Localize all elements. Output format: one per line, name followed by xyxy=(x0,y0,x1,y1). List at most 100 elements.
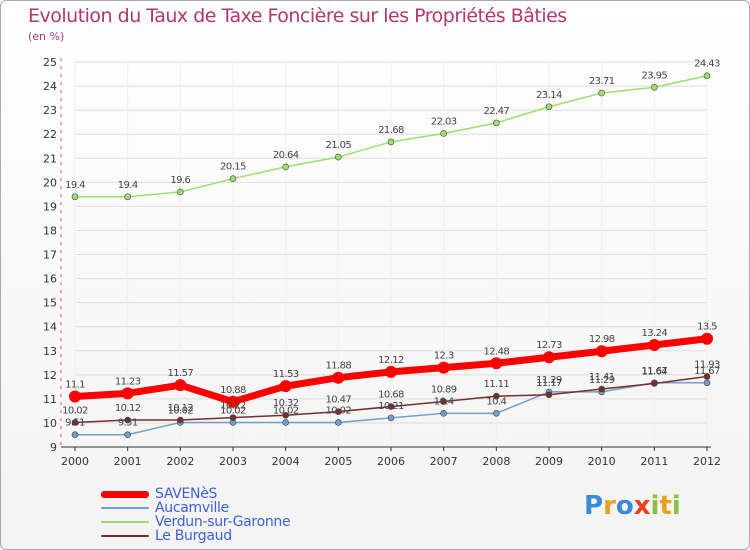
data-label: 12.3 xyxy=(434,351,454,362)
y-tick-label: 24 xyxy=(43,80,57,93)
data-point xyxy=(703,379,711,387)
legend-item-savenes: SAVENèS xyxy=(101,487,290,501)
data-label: 11.93 xyxy=(694,359,720,370)
data-point xyxy=(703,373,711,380)
data-label: 11.11 xyxy=(484,379,510,390)
data-point xyxy=(651,83,658,91)
data-point xyxy=(493,410,500,417)
data-label: 11.29 xyxy=(536,375,562,386)
data-point xyxy=(387,403,395,410)
y-tick-label: 9 xyxy=(50,441,57,454)
data-point xyxy=(124,416,131,424)
data-point xyxy=(648,338,661,351)
data-point xyxy=(282,411,289,419)
data-label: 9.51 xyxy=(65,418,85,429)
data-point xyxy=(545,103,553,111)
data-point xyxy=(121,387,134,400)
proxiti-logo: Proxiti xyxy=(584,491,681,521)
data-label: 10.02 xyxy=(273,405,299,416)
data-point xyxy=(227,395,239,408)
data-point xyxy=(71,193,79,201)
data-label: 11.67 xyxy=(642,366,668,377)
data-point xyxy=(440,398,447,405)
data-label: 13.5 xyxy=(697,322,717,333)
data-point xyxy=(177,188,184,196)
data-point xyxy=(335,408,342,415)
data-point xyxy=(598,385,605,393)
y-tick-label: 20 xyxy=(43,176,57,189)
y-tick-label: 15 xyxy=(43,297,57,310)
data-label: 22.47 xyxy=(484,106,510,117)
y-tick-label: 10 xyxy=(43,417,57,430)
data-point xyxy=(71,431,79,439)
data-point xyxy=(437,361,450,374)
data-label: 22.03 xyxy=(431,116,457,127)
legend-label-le-burgaud: Le Burgaud xyxy=(155,528,232,544)
y-tick-label: 23 xyxy=(43,104,57,117)
data-label: 10.12 xyxy=(168,403,194,414)
data-label: 11.88 xyxy=(326,361,352,372)
data-point xyxy=(493,119,500,127)
data-point xyxy=(335,419,342,426)
data-point xyxy=(598,89,605,97)
data-label: 11.67 xyxy=(694,366,720,377)
logo-letter: t xyxy=(659,491,672,521)
data-label: 23.14 xyxy=(536,90,562,101)
data-label: 23.71 xyxy=(589,76,615,87)
legend-swatch-verdun xyxy=(101,521,149,523)
data-label: 11.1 xyxy=(65,379,85,390)
data-label: 10.02 xyxy=(220,405,246,416)
chart-title: Evolution du Taux de Taxe Foncière sur l… xyxy=(28,5,567,27)
y-tick-label: 13 xyxy=(43,345,57,358)
y-axis-unit: (en %) xyxy=(28,30,65,43)
data-label: 12.12 xyxy=(378,355,404,366)
logo-letter: i xyxy=(671,491,681,521)
legend-label-verdun: Verdun-sur-Garonne xyxy=(155,514,291,530)
data-label: 10.02 xyxy=(168,405,194,416)
data-label: 11.57 xyxy=(168,368,194,379)
data-point xyxy=(279,380,292,393)
legend-swatch-aucamville xyxy=(101,507,149,509)
data-label: 10.12 xyxy=(115,403,141,414)
data-point xyxy=(282,163,289,171)
x-tick-label: 2003 xyxy=(219,455,247,468)
data-label: 9.51 xyxy=(118,418,138,429)
y-tick-label: 14 xyxy=(43,321,57,334)
logo-letter: o xyxy=(615,491,634,521)
legend-swatch-savenes xyxy=(101,490,149,498)
x-tick-label: 2004 xyxy=(272,455,300,468)
data-label: 20.15 xyxy=(220,162,246,173)
logo-letter: i xyxy=(650,491,660,521)
data-point xyxy=(387,138,395,146)
y-tick-label: 12 xyxy=(43,369,57,382)
data-label: 10.22 xyxy=(220,401,246,412)
y-tick-label: 18 xyxy=(43,224,57,237)
data-point xyxy=(177,416,184,424)
x-tick-label: 2000 xyxy=(61,455,89,468)
data-point xyxy=(440,130,447,137)
data-point xyxy=(703,72,711,80)
data-point xyxy=(543,351,555,364)
x-tick-label: 2010 xyxy=(588,455,616,468)
data-label: 11.29 xyxy=(589,375,615,386)
data-label: 24.43 xyxy=(694,59,720,70)
data-label: 21.68 xyxy=(378,125,404,136)
y-tick-label: 16 xyxy=(43,273,57,286)
data-label: 10.32 xyxy=(273,398,299,409)
data-label: 20.64 xyxy=(273,150,299,161)
data-label: 12.48 xyxy=(484,346,510,357)
data-point xyxy=(335,153,342,161)
data-label: 12.73 xyxy=(536,340,562,351)
data-label: 11.17 xyxy=(536,378,562,389)
y-tick-label: 19 xyxy=(43,200,57,213)
data-point xyxy=(440,410,447,417)
x-tick-label: 2001 xyxy=(114,455,142,468)
data-point xyxy=(174,379,187,392)
data-point xyxy=(651,380,658,387)
data-label: 10.89 xyxy=(431,385,457,396)
data-point xyxy=(282,419,289,426)
data-label: 10.88 xyxy=(220,385,246,396)
y-tick-label: 17 xyxy=(43,249,57,262)
